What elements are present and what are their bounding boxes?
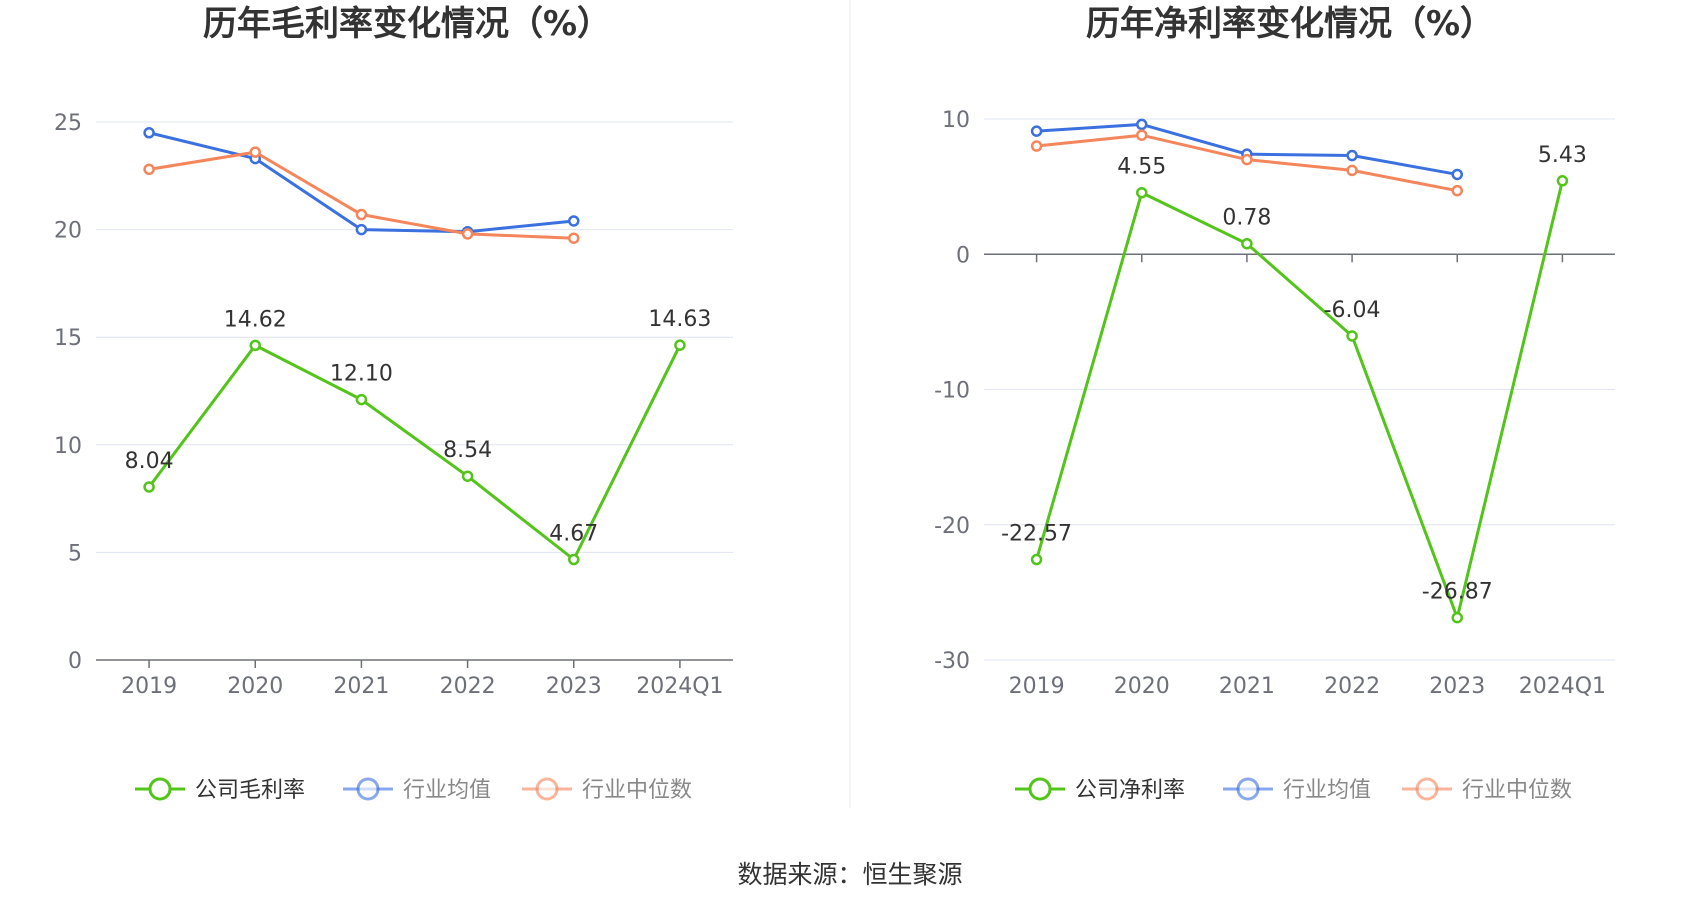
x-tick-label: 2019: [121, 674, 177, 699]
legend-marker-icon: [148, 777, 172, 801]
net-margin-chart: 历年净利率变化情况（%） -30 -20 -10 0 10 2019 2020 2021 2022…: [934, 4, 1615, 803]
y-tick-label: -10: [934, 379, 970, 404]
legend-label: 公司净利率: [1075, 778, 1185, 803]
industry-median-point: [249, 146, 261, 158]
company-point: [1136, 186, 1148, 199]
chart-title: 历年净利率变化情况（%）: [1086, 4, 1494, 44]
industry-median-point: [1346, 164, 1358, 177]
company-point: [1030, 553, 1043, 566]
data-label: 14.63: [648, 307, 711, 332]
x-tick-label: 2022: [440, 674, 496, 699]
x-tick-label: 2020: [1114, 674, 1170, 699]
data-label: 8.04: [125, 449, 174, 474]
x-tick-label: 2020: [227, 674, 283, 699]
company-point: [1556, 175, 1569, 187]
legend-label: 行业均值: [1283, 778, 1371, 803]
company-point: [355, 393, 368, 406]
legend-label: 行业中位数: [582, 778, 692, 803]
y-tick-label: -30: [934, 649, 970, 674]
company-point: [1241, 237, 1253, 250]
company-point: [143, 481, 155, 493]
company-point: [249, 339, 261, 352]
legend-marker-icon: [535, 777, 559, 801]
company-line: [1035, 180, 1564, 620]
x-tick-label: 2022: [1324, 674, 1380, 699]
legend-item-industry-median[interactable]: 行业中位数: [522, 777, 692, 803]
gross-margin-chart: 历年毛利率变化情况（%） 0 5 10 15 20 25 2019 2020 2021 2022 20…: [54, 4, 733, 803]
x-tick-label: 2021: [1219, 674, 1275, 699]
x-tick-label: 2023: [1429, 674, 1485, 699]
y-tick-label: 10: [942, 108, 970, 133]
industry-median-point: [143, 163, 155, 176]
legend-label: 公司毛利率: [195, 778, 305, 803]
company-point: [1451, 611, 1463, 624]
x-tick-label: 2019: [1009, 674, 1065, 699]
industry-avg-point: [1030, 125, 1043, 137]
legend-marker-icon: [1415, 777, 1439, 801]
data-label: 12.10: [330, 362, 393, 387]
industry-median-point: [1241, 153, 1253, 166]
industry-avg-point: [568, 215, 580, 227]
legend-item-industry-median[interactable]: 行业中位数: [1402, 777, 1572, 803]
industry-median-point: [355, 208, 368, 221]
legend-label: 行业中位数: [1462, 778, 1572, 803]
x-tick-label: 2024Q1: [1519, 674, 1606, 699]
y-tick-label: 0: [68, 649, 82, 674]
data-label: 4.67: [549, 522, 598, 547]
legend-marker-icon: [1236, 777, 1260, 801]
x-tick-label: 2023: [546, 674, 602, 699]
data-label: 8.54: [443, 438, 492, 463]
data-label: 4.55: [1117, 155, 1166, 180]
industry-avg-point: [355, 223, 368, 236]
data-label: 0.78: [1222, 206, 1271, 231]
industry-avg-point: [1346, 149, 1358, 162]
industry-avg-point: [1451, 168, 1463, 181]
y-tick-label: 25: [54, 111, 82, 136]
chart-title: 历年毛利率变化情况（%）: [203, 4, 611, 44]
company-point: [1346, 330, 1358, 342]
industry-median-point: [568, 232, 580, 244]
industry-median-point: [1030, 140, 1043, 152]
y-tick-label: -20: [934, 514, 970, 539]
data-label: -22.57: [1001, 522, 1072, 547]
data-label: -6.04: [1324, 298, 1381, 323]
data-source-note: 数据来源：恒生聚源: [737, 860, 962, 889]
data-label: 14.62: [224, 307, 287, 332]
company-point: [674, 339, 686, 351]
industry-median-point: [1451, 184, 1463, 197]
company-point: [461, 470, 474, 482]
legend-item-industry-avg[interactable]: 行业均值: [1223, 777, 1371, 803]
industry-avg-point: [143, 127, 155, 139]
data-label: -26.87: [1422, 580, 1493, 605]
x-tick-label: 2021: [333, 674, 389, 699]
legend-item-company[interactable]: 公司毛利率: [135, 777, 305, 803]
y-tick-label: 5: [68, 541, 82, 566]
y-tick-label: 0: [956, 243, 970, 268]
company-point: [568, 553, 580, 566]
y-tick-label: 20: [54, 219, 82, 244]
x-tick-label: 2024Q1: [636, 674, 723, 699]
industry-median-point: [1136, 129, 1148, 141]
y-tick-label: 15: [54, 326, 82, 351]
industry-median-point: [461, 228, 474, 240]
legend-item-company[interactable]: 公司净利率: [1015, 777, 1185, 803]
data-label: 5.43: [1538, 143, 1587, 168]
y-tick-label: 10: [54, 434, 82, 459]
industry-avg-point: [1136, 118, 1148, 131]
company-line: [147, 343, 682, 562]
legend-label: 行业均值: [403, 778, 491, 803]
legend-marker-icon: [1028, 777, 1052, 801]
legend-item-industry-avg[interactable]: 行业均值: [343, 777, 491, 803]
legend-marker-icon: [356, 777, 380, 801]
